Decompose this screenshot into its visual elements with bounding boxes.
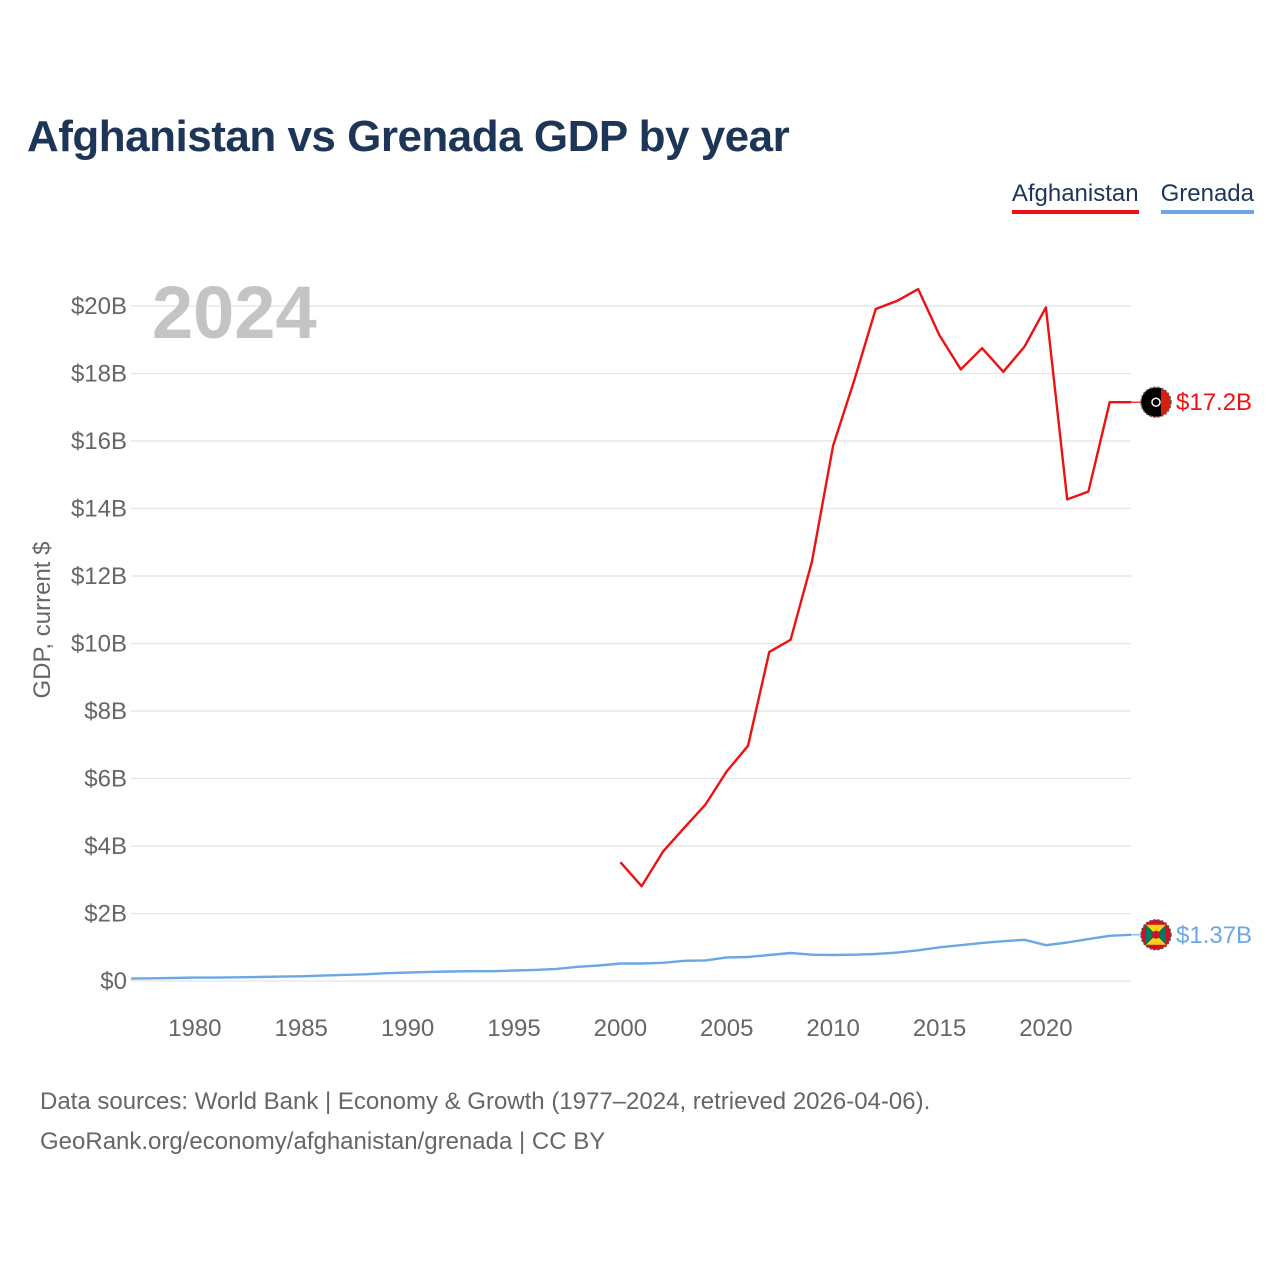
x-tick-label: 1990	[381, 1015, 434, 1042]
y-tick-label: $18B	[71, 361, 127, 388]
year-label: 2024	[152, 271, 317, 354]
end-markers: $17.2B $1.37B	[1131, 386, 1252, 951]
series-line-afghanistan	[619, 287, 1131, 888]
footer: Data sources: World Bank | Economy & Gro…	[40, 1082, 930, 1162]
y-tick-label: $2B	[84, 901, 127, 928]
end-value-label-afghanistan: $17.2B	[1176, 389, 1252, 416]
series-lines	[130, 287, 1132, 980]
y-tick-label: $12B	[71, 563, 127, 590]
chart-title: Afghanistan vs Grenada GDP by year	[27, 112, 790, 161]
data-source-text: Data sources: World Bank | Economy & Gro…	[40, 1088, 931, 1115]
y-tick-label: $0	[100, 968, 127, 995]
flag-icon-afghanistan	[1140, 386, 1172, 418]
x-tick-label: 2015	[913, 1015, 966, 1042]
end-value-label-grenada: $1.37B	[1176, 922, 1252, 949]
x-tick-label: 1980	[168, 1015, 221, 1042]
y-tick-label: $20B	[71, 293, 127, 320]
flag-icon-grenada	[1140, 919, 1172, 951]
y-axis-label: GDP, current $	[29, 542, 56, 699]
x-tick-label: 2005	[700, 1015, 753, 1042]
y-tick-label: $8B	[84, 698, 127, 725]
y-axis-ticks: $0 $2B $4B $6B $8B $10B $12B $14B $16B $18B $20B	[71, 293, 127, 995]
legend-item-grenada[interactable]: Grenada	[1160, 180, 1254, 214]
y-tick-label: $4B	[84, 833, 127, 860]
grid-lines	[131, 305, 1131, 982]
x-tick-label: 1985	[275, 1015, 328, 1042]
x-tick-label: 2010	[806, 1015, 859, 1042]
y-tick-label: $16B	[71, 428, 127, 455]
legend: Afghanistan Grenada	[1011, 180, 1254, 214]
legend-item-afghanistan[interactable]: Afghanistan	[1011, 180, 1139, 214]
source-url-text: GeoRank.org/economy/afghanistan/grenada …	[40, 1128, 606, 1155]
x-tick-label: 1995	[487, 1015, 540, 1042]
y-tick-label: $6B	[84, 766, 127, 793]
x-tick-label: 2020	[1019, 1015, 1072, 1042]
series-line-grenada	[130, 933, 1132, 980]
x-tick-label: 2000	[594, 1015, 647, 1042]
x-axis-ticks: 1980 1985 1990 1995 2000 2005 2010 2015 2020	[168, 1015, 1072, 1042]
y-tick-label: $14B	[71, 496, 127, 523]
y-tick-label: $10B	[71, 631, 127, 658]
